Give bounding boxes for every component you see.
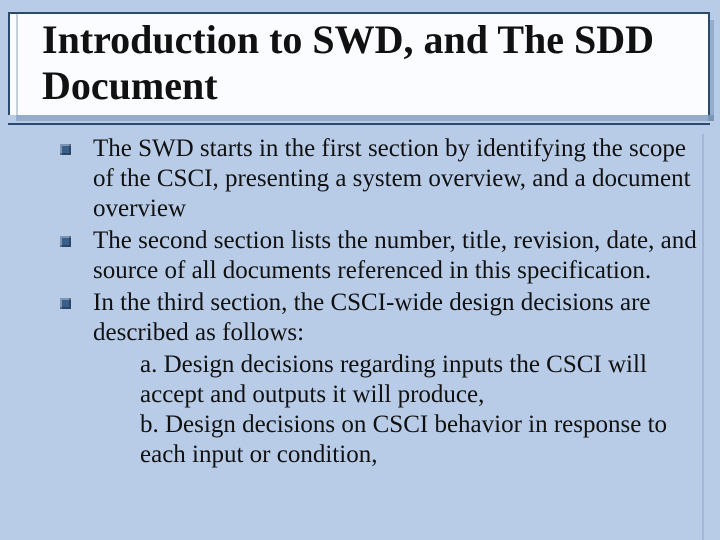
body-right-rule <box>702 134 704 540</box>
sub-list-item: a. Design decisions regarding inputs the… <box>60 350 700 410</box>
body-area: The SWD starts in the first section by i… <box>60 134 700 470</box>
list-item: In the third section, the CSCI-wide desi… <box>60 288 700 348</box>
list-item: The second section lists the number, tit… <box>60 226 700 286</box>
square-bullet-icon <box>60 298 71 309</box>
title-panel-shadow <box>16 115 714 121</box>
slide-title: Introduction to SWD, and The SDD Documen… <box>42 17 708 109</box>
square-bullet-icon <box>60 144 71 155</box>
title-panel: Introduction to SWD, and The SDD Documen… <box>8 14 710 115</box>
title-bottom-rule <box>8 123 710 125</box>
bullet-text: The second section lists the number, tit… <box>93 226 700 286</box>
square-bullet-icon <box>60 236 71 247</box>
bullet-text: In the third section, the CSCI-wide desi… <box>93 288 700 348</box>
sub-list-item: b. Design decisions on CSCI behavior in … <box>60 410 700 470</box>
list-item: The SWD starts in the first section by i… <box>60 134 700 224</box>
bullet-text: The SWD starts in the first section by i… <box>93 134 700 224</box>
